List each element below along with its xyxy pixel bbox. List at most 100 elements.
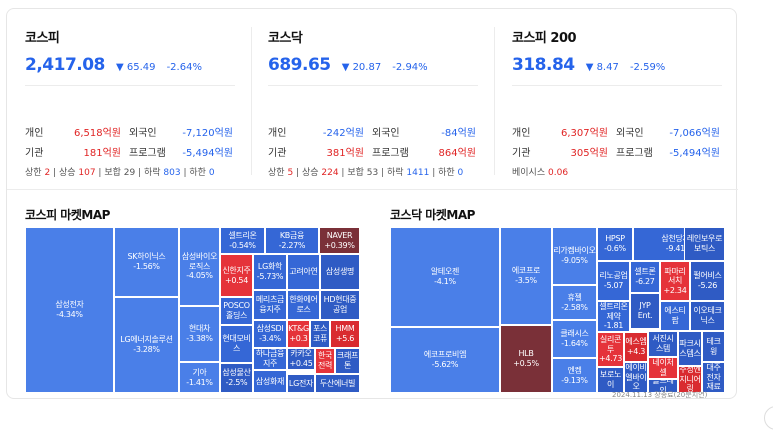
- treemap-cell[interactable]: LG에너지솔루션 -3.28%: [114, 297, 179, 393]
- treemap-cell[interactable]: 삼성SDI -3.4%: [253, 320, 287, 348]
- treemap-cell[interactable]: 클래시스 -1.64%: [552, 320, 597, 358]
- treemap-cell[interactable]: 카카오 +0.45: [287, 348, 315, 370]
- treemap-cell-name: 에스엠: [625, 337, 647, 347]
- treemap-cell[interactable]: 삼성바이오로직스 -4.05%: [179, 227, 220, 306]
- treemap-cell[interactable]: NAVER +0.39%: [319, 227, 360, 254]
- treemap-cell[interactable]: 삼성물산 -2.5%: [220, 363, 253, 393]
- kospi-panel[interactable]: 코스피 2,417.08 ▼ 65.49 -2.64% 개인 6,518억원 외…: [25, 27, 245, 178]
- treemap-cell[interactable]: 기아 -1.41%: [179, 362, 220, 393]
- treemap-cell[interactable]: 한국전력: [315, 348, 335, 374]
- treemap-cell[interactable]: 보로노이: [597, 367, 624, 393]
- treemap-cell-change: -0.6%: [604, 244, 626, 253]
- treemap-cell[interactable]: LG화학 -5.73%: [253, 254, 287, 290]
- treemap-cell-name: 삼성바이오로직스: [181, 252, 218, 271]
- treemap-cell[interactable]: 에스엠 +4.3: [624, 332, 648, 362]
- treemap-cell[interactable]: 엔켐 -9.13%: [552, 358, 597, 393]
- treemap-cell[interactable]: 네이처셀: [648, 357, 678, 379]
- treemap-cell[interactable]: 현대차 -3.38%: [179, 306, 220, 362]
- treemap-cell[interactable]: HD현대중공업: [320, 290, 360, 320]
- index-value: 2,417.08: [25, 55, 105, 75]
- treemap-cell[interactable]: 휴젤 -2.58%: [552, 285, 597, 320]
- treemap-cell[interactable]: 알테오젠 -4.1%: [390, 227, 500, 327]
- treemap-cell-change: -2.5%: [225, 378, 248, 387]
- treemap-cell[interactable]: JYP Ent.: [630, 293, 660, 329]
- treemap-cell-change: -3.38%: [186, 334, 213, 343]
- treemap-cell[interactable]: KT&G +0.3: [287, 320, 310, 348]
- treemap-cell[interactable]: 솔브레인: [648, 379, 678, 393]
- treemap-cell-change: +0.54: [224, 275, 249, 285]
- treemap-cell-change: -3.4%: [259, 334, 281, 343]
- treemap-cell[interactable]: 이오테크닉스: [690, 301, 725, 331]
- treemap-cell[interactable]: 삼성화재: [253, 370, 287, 393]
- treemap-cell[interactable]: 하나금융지주: [253, 348, 287, 370]
- treemap-cell[interactable]: 주성엔지니어링: [678, 366, 702, 393]
- treemap-cell[interactable]: 리노공업 -5.07: [597, 261, 630, 301]
- treemap-cell[interactable]: 삼성전자 -4.34%: [25, 227, 114, 393]
- treemap-cell[interactable]: 서진시스템: [648, 331, 678, 357]
- investor-value-foreign: -7,066억원: [669, 128, 720, 139]
- treemap-cell[interactable]: 삼성생명: [320, 254, 360, 290]
- treemap-cell[interactable]: 메리츠금융지주: [253, 290, 287, 320]
- treemap-cell[interactable]: 셀트론 -6.27: [630, 261, 660, 293]
- investor-label-individual: 개인: [25, 128, 44, 139]
- treemap-cell-name: 삼성SDI: [256, 324, 284, 334]
- treemap-cell[interactable]: HPSP -0.6%: [597, 227, 633, 261]
- treemap-cell[interactable]: 대주전자재료: [702, 362, 725, 393]
- treemap-cell[interactable]: 에스티팜: [660, 301, 690, 331]
- treemap-cell-name: 현대차: [188, 324, 211, 334]
- investor-label-program: 프로그램: [372, 148, 409, 159]
- treemap-cell[interactable]: 포스코퓨: [310, 320, 330, 348]
- treemap-cell[interactable]: 레인보우로보틱스: [684, 227, 725, 261]
- treemap-cell[interactable]: 셀트리온제약 -1.81: [597, 301, 630, 332]
- treemap-cell-change: -9.13%: [561, 375, 588, 385]
- treemap-cell[interactable]: 한화에어로스: [287, 290, 320, 320]
- treemap-cell-name: 셀트리온: [228, 230, 257, 240]
- panel-separator: [494, 27, 495, 175]
- treemap-cell[interactable]: HMM +5.6: [330, 320, 360, 348]
- kospi200-panel[interactable]: 코스피 200 318.84 ▼ 8.47 -2.59% 개인 6,307억원 …: [512, 27, 732, 178]
- treemap-cell[interactable]: 고려아연: [287, 254, 320, 290]
- kosdaq-panel[interactable]: 코스닥 689.65 ▼ 20.87 -2.94% 개인 -242억원 외국인 …: [268, 27, 488, 178]
- treemap-cell-name: 파마리서치: [664, 266, 686, 286]
- index-value-row: 318.84 ▼ 8.47 -2.59%: [512, 55, 665, 75]
- treemap-cell-change: +4.3: [626, 347, 646, 356]
- treemap-cell[interactable]: POSCO홀딩스: [220, 297, 253, 325]
- treemap-cell-name: 네이처셀: [652, 358, 674, 377]
- treemap-cell[interactable]: 에코프로비엠 -5.62%: [390, 327, 500, 393]
- treemap-cell-change: -5.62%: [431, 360, 459, 369]
- treemap-cell[interactable]: 크래프톤: [335, 348, 360, 374]
- map-timestamp: 2024.11.13 장종료(20분지연): [612, 391, 708, 399]
- treemap-cell[interactable]: 현대모비스: [220, 325, 253, 363]
- index-value-row: 2,417.08 ▼ 65.49 -2.64%: [25, 55, 202, 75]
- treemap-cell-change: -9.05%: [561, 256, 588, 265]
- treemap-cell[interactable]: 파마리서치 +2.34: [660, 261, 690, 301]
- treemap-cell-change: -4.1%: [434, 277, 456, 286]
- treemap-cell[interactable]: 에이비엘바이오: [624, 362, 648, 393]
- investor-value-individual: 6,518억원: [73, 128, 121, 139]
- treemap-cell-name: 셀트론: [634, 267, 656, 277]
- treemap-cell[interactable]: KB금융 -2.27%: [265, 227, 319, 254]
- treemap-cell[interactable]: 셀트리온 -0.54%: [220, 227, 265, 254]
- treemap-cell[interactable]: SK하이닉스 -1.56%: [114, 227, 179, 297]
- treemap-cell[interactable]: 리가켐바이오 -9.05%: [552, 227, 597, 285]
- treemap-cell[interactable]: 펄어비스 -5.26: [690, 261, 725, 301]
- treemap-cell-name: 크래프톤: [336, 351, 359, 370]
- treemap-cell-name: KB금융: [279, 230, 305, 240]
- treemap-cell-change: -1.41%: [186, 377, 213, 387]
- treemap-cell-name: 포스코퓨: [312, 324, 328, 343]
- treemap-cell[interactable]: 테크윙: [702, 331, 725, 362]
- market-breadth: 상한 5 | 상승 224 | 보합 53 | 하락 1411 | 하한 0: [268, 168, 464, 178]
- treemap-cell-name: 솔브레인: [652, 379, 674, 393]
- treemap-cell[interactable]: 파크시스템스: [678, 331, 702, 366]
- treemap-cell-change: -2.27%: [278, 240, 306, 250]
- treemap-cell-name: 에이비엘바이오: [625, 363, 647, 392]
- treemap-cell-name: 하나금융지주: [255, 349, 285, 368]
- treemap-cell[interactable]: 두산에너빌: [315, 374, 360, 393]
- treemap-cell[interactable]: 실리콘투 +4.73: [597, 332, 624, 367]
- scroll-button[interactable]: [764, 406, 773, 430]
- treemap-cell[interactable]: LG전자: [287, 374, 315, 393]
- treemap-cell[interactable]: HLB +0.5%: [500, 325, 552, 393]
- treemap-cell-change: -1.81: [603, 321, 624, 331]
- treemap-cell[interactable]: 신한지주 +0.54: [220, 254, 253, 297]
- treemap-cell[interactable]: 에코프로 -3.5%: [500, 227, 552, 325]
